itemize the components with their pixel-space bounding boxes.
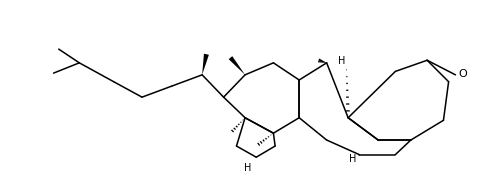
Text: H: H [244,163,251,173]
Text: H: H [349,154,356,164]
Text: H: H [338,56,346,66]
Polygon shape [202,54,209,75]
Text: O: O [459,69,467,79]
Polygon shape [229,56,245,75]
